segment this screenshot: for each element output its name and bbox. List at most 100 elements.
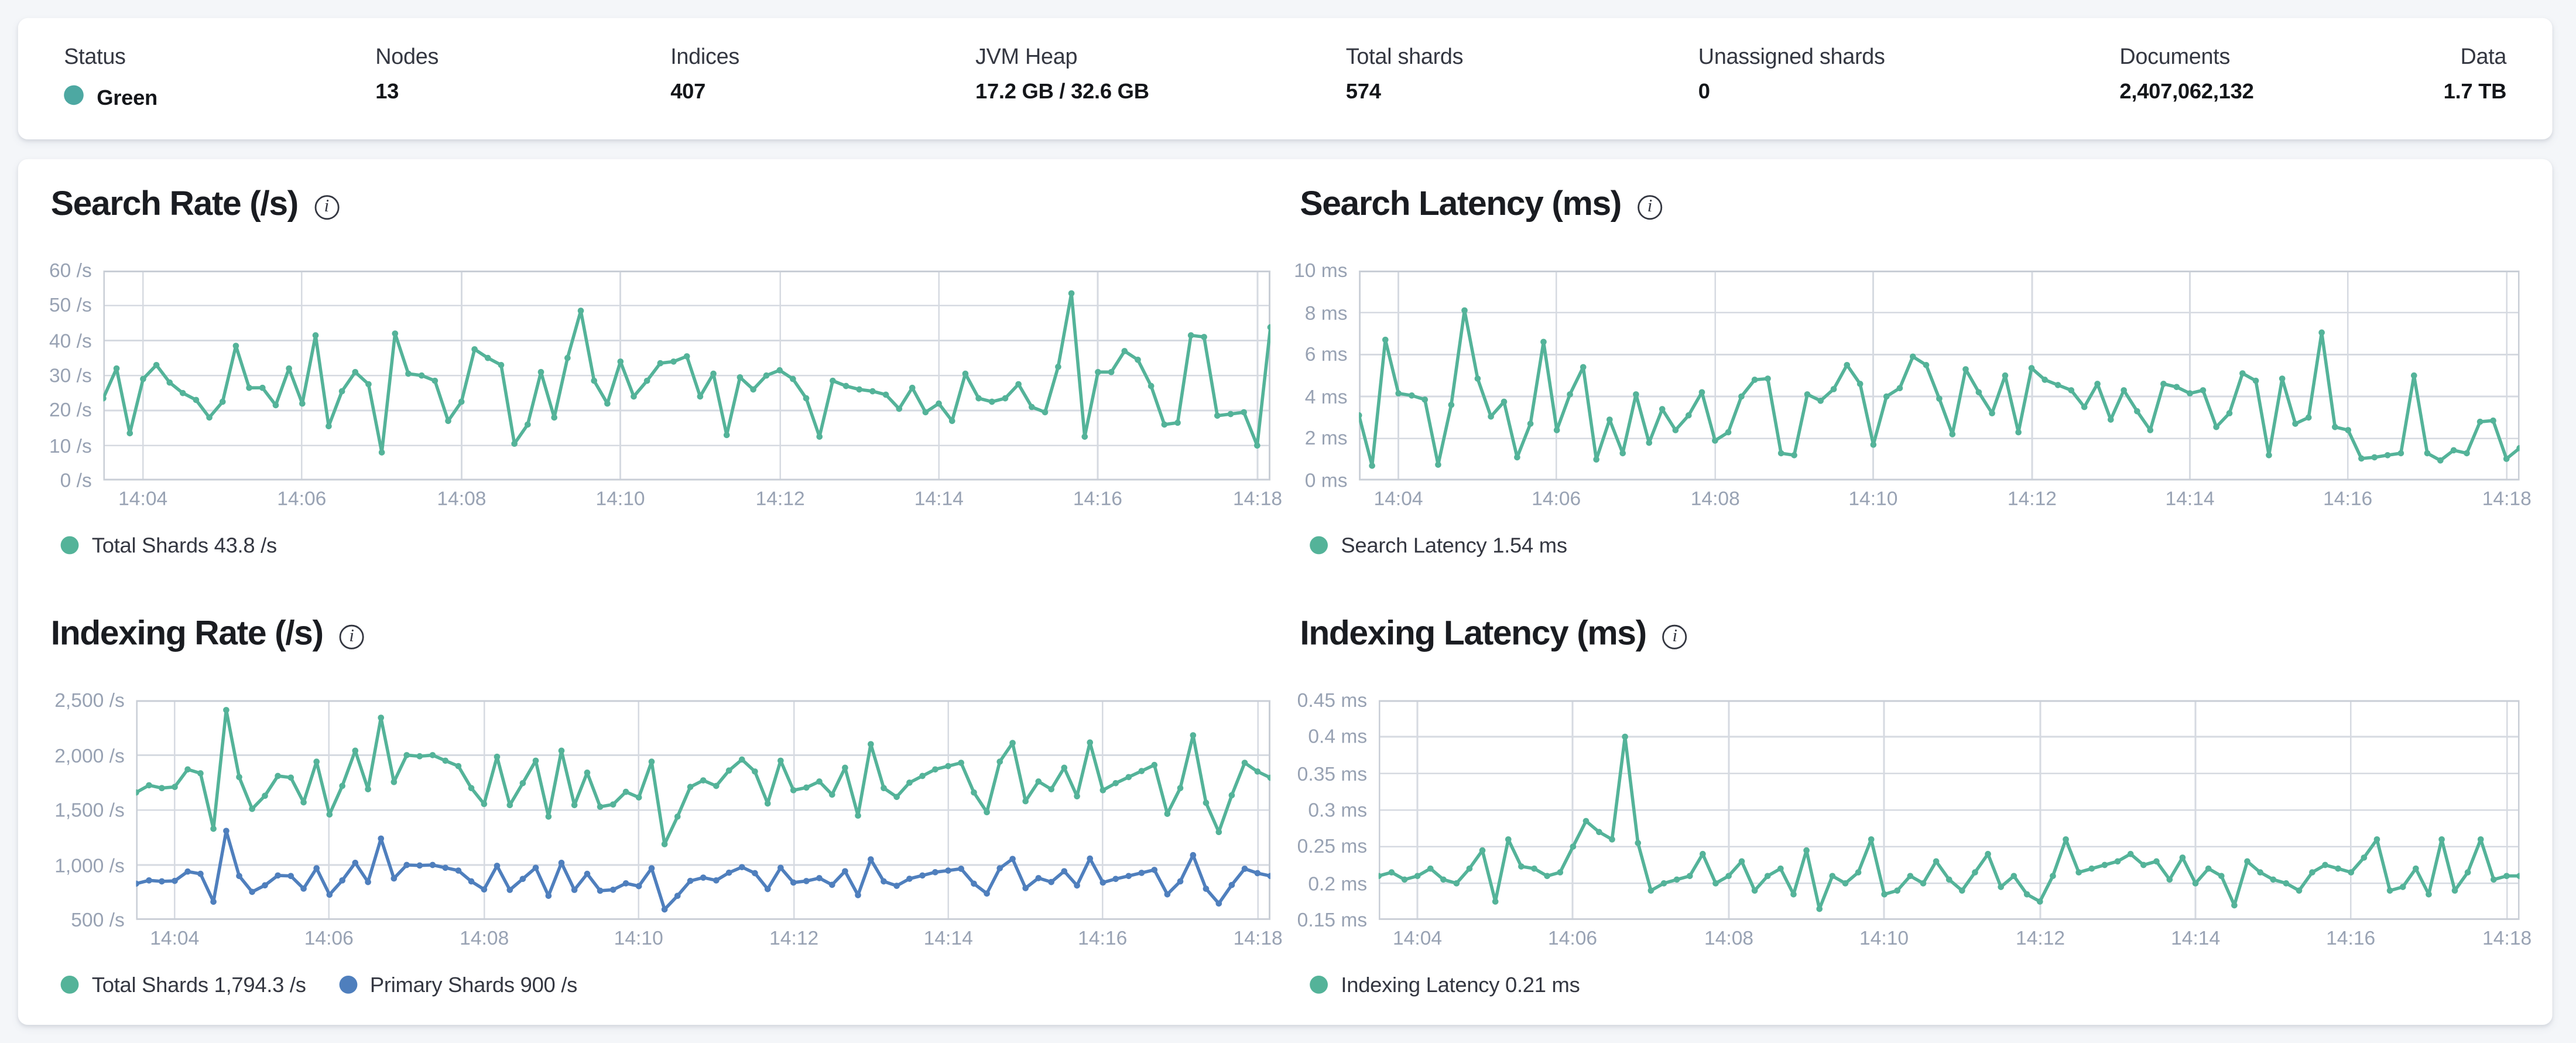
y-axis-labels: 10 ms 8 ms 6 ms 4 ms 2 ms 0 ms xyxy=(1294,259,1359,492)
legend-item-total-shards[interactable]: Total Shards 1,794.3 /s xyxy=(60,972,306,996)
x-tick-label: 14:04 xyxy=(118,487,168,510)
x-tick-label: 14:14 xyxy=(2171,926,2221,950)
y-tick-label: 8 ms xyxy=(1304,301,1348,324)
stat-total-shards: Total shards 574 xyxy=(1346,43,1698,105)
y-tick-label: 20 /s xyxy=(49,399,92,422)
y-tick-label: 0.25 ms xyxy=(1297,835,1368,859)
plot-area[interactable] xyxy=(103,271,1270,481)
x-tick-label: 14:14 xyxy=(914,487,964,510)
y-tick-label: 10 ms xyxy=(1294,259,1348,282)
stat-value: 407 xyxy=(670,78,706,104)
y-axis-labels: 60 /s 50 /s 40 /s 30 /s 20 /s 10 /s 0 /s xyxy=(49,259,104,492)
info-icon[interactable]: i xyxy=(314,194,339,219)
x-tick-label: 14:16 xyxy=(2326,926,2376,950)
x-tick-label: 14:12 xyxy=(769,926,819,950)
y-tick-label: 10 /s xyxy=(49,434,92,457)
x-tick-label: 14:12 xyxy=(2007,487,2057,510)
x-tick-label: 14:06 xyxy=(304,926,354,950)
y-tick-label: 60 /s xyxy=(49,259,92,282)
stat-value: 0 xyxy=(1698,78,1710,104)
chart-search-latency: Search Latency (ms) i 10 ms 8 ms 6 ms 4 ms 2… xyxy=(1294,182,2532,586)
stat-label: Documents xyxy=(2119,44,2231,69)
x-axis-labels: 14:04 14:06 14:08 14:10 14:12 14:14 14:16 14:18 xyxy=(103,485,1282,515)
x-tick-label: 14:04 xyxy=(1392,926,1443,950)
legend-label: Total Shards 43.8 /s xyxy=(91,532,277,557)
x-tick-label: 14:10 xyxy=(1848,487,1898,510)
chart-legend: Indexing Latency 0.21 ms xyxy=(1300,969,2519,998)
x-tick-label: 14:16 xyxy=(2323,487,2373,510)
x-tick-label: 14:06 xyxy=(1548,926,1598,950)
chart-search-rate: Search Rate (/s) i 60 /s 50 /s 40 /s 30 /s 2… xyxy=(49,182,1282,586)
x-tick-label: 14:16 xyxy=(1073,487,1122,510)
y-tick-label: 500 /s xyxy=(71,908,125,932)
info-icon[interactable]: i xyxy=(339,624,364,649)
x-tick-label: 14:14 xyxy=(2165,487,2215,510)
stat-value: 17.2 GB / 32.6 GB xyxy=(975,78,1149,104)
chart-title: Indexing Latency (ms) xyxy=(1300,615,1647,653)
chart-indexing-rate: Indexing Rate (/s) i 2,500 /s 2,000 /s 1,5… xyxy=(51,611,1283,1025)
stat-indices: Indices 407 xyxy=(670,43,975,105)
x-tick-label: 14:14 xyxy=(923,926,973,950)
y-tick-label: 0 /s xyxy=(60,469,92,492)
stat-label: JVM Heap xyxy=(975,44,1078,69)
y-tick-label: 0.45 ms xyxy=(1297,689,1368,712)
stat-label: Nodes xyxy=(375,44,439,69)
x-tick-label: 14:10 xyxy=(595,487,645,510)
legend-dot-icon xyxy=(1310,974,1328,993)
x-tick-label: 14:04 xyxy=(1373,487,1423,510)
legend-label: Indexing Latency 0.21 ms xyxy=(1341,972,1580,996)
x-axis-labels: 14:04 14:06 14:08 14:10 14:12 14:14 14:16 14:18 xyxy=(1379,925,2532,954)
legend-label: Primary Shards 900 /s xyxy=(369,972,578,996)
stat-label: Indices xyxy=(670,44,740,69)
stat-data-size: Data 1.7 TB xyxy=(2414,43,2507,105)
x-tick-label: 14:08 xyxy=(460,926,509,950)
legend-label: Total Shards 1,794.3 /s xyxy=(91,972,306,996)
y-axis-labels: 2,500 /s 2,000 /s 1,500 /s 1,000 /s 500 /s xyxy=(51,689,136,931)
y-tick-label: 2 ms xyxy=(1304,427,1348,450)
chart-header: Search Rate (/s) i xyxy=(51,182,1270,228)
y-tick-label: 0 ms xyxy=(1304,469,1348,492)
x-tick-label: 14:08 xyxy=(437,487,487,510)
cluster-stats-bar: Status Green Nodes 13 Indices 407 JVM He… xyxy=(18,18,2553,139)
legend-item-indexing-latency[interactable]: Indexing Latency 0.21 ms xyxy=(1310,972,1580,996)
plot-area[interactable] xyxy=(136,700,1270,920)
x-tick-label: 14:12 xyxy=(755,487,805,510)
stat-status: Status Green xyxy=(64,43,375,112)
x-tick-label: 14:04 xyxy=(150,926,200,950)
y-tick-label: 0.3 ms xyxy=(1308,798,1368,822)
x-tick-label: 14:16 xyxy=(1078,926,1128,950)
chart-legend: Total Shards 1,794.3 /s Primary Shards 9… xyxy=(51,969,1270,998)
legend-item-total-shards[interactable]: Total Shards 43.8 /s xyxy=(60,532,277,557)
y-tick-label: 50 /s xyxy=(49,294,92,317)
chart-indexing-latency: Indexing Latency (ms) i 0.45 ms 0.4 ms 0.3… xyxy=(1297,611,2532,1025)
legend-label: Search Latency 1.54 ms xyxy=(1341,532,1567,557)
legend-item-search-latency[interactable]: Search Latency 1.54 ms xyxy=(1310,532,1567,557)
chart-title: Search Latency (ms) xyxy=(1300,185,1622,223)
stat-documents: Documents 2,407,062,132 xyxy=(2119,43,2414,105)
y-tick-label: 4 ms xyxy=(1304,385,1348,408)
x-axis-labels: 14:04 14:06 14:08 14:10 14:12 14:14 14:16 14:18 xyxy=(136,925,1282,954)
y-tick-label: 30 /s xyxy=(49,364,92,387)
x-tick-label: 14:12 xyxy=(2016,926,2065,950)
stat-value: 13 xyxy=(375,78,399,104)
x-tick-label: 14:10 xyxy=(614,926,663,950)
stat-label: Status xyxy=(64,44,126,69)
stat-nodes: Nodes 13 xyxy=(375,43,670,105)
plot-area[interactable] xyxy=(1359,271,2520,481)
x-tick-label: 14:06 xyxy=(1532,487,1581,510)
y-tick-label: 1,000 /s xyxy=(54,853,125,877)
stat-label: Unassigned shards xyxy=(1698,44,1885,69)
stat-value: 2,407,062,132 xyxy=(2119,78,2254,104)
chart-legend: Search Latency 1.54 ms xyxy=(1300,529,2519,559)
chart-header: Indexing Rate (/s) i xyxy=(51,611,1270,657)
x-tick-label: 14:18 xyxy=(2482,926,2532,950)
info-icon[interactable]: i xyxy=(1662,624,1687,649)
info-icon[interactable]: i xyxy=(1637,194,1662,219)
y-tick-label: 0.15 ms xyxy=(1297,908,1368,932)
x-tick-label: 14:18 xyxy=(1233,926,1283,950)
stat-label: Total shards xyxy=(1345,44,1464,69)
plot-area[interactable] xyxy=(1378,700,2520,920)
chart-header: Search Latency (ms) i xyxy=(1300,182,2519,228)
legend-item-primary-shards[interactable]: Primary Shards 900 /s xyxy=(338,972,578,996)
